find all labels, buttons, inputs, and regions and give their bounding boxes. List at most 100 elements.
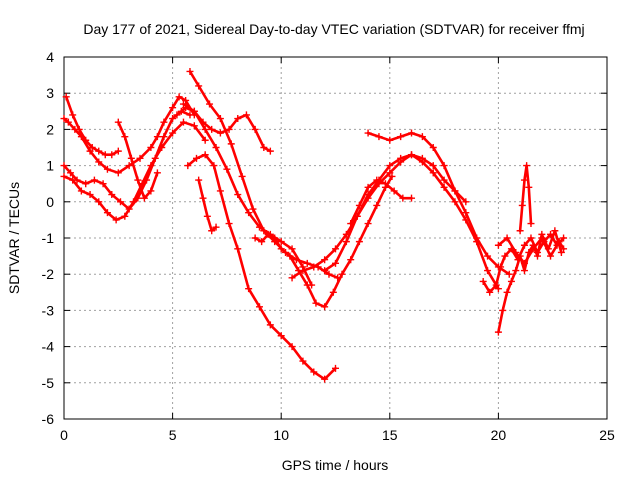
data-point [397,133,405,141]
data-point [147,187,155,195]
data-point [440,176,448,184]
data-point [303,281,311,289]
data-point [364,220,372,228]
data-point [418,158,426,166]
data-point [64,118,72,126]
data-point [60,172,68,180]
data-point [179,100,187,108]
data-point [179,118,187,126]
data-point [82,136,90,144]
data-point [373,176,381,184]
data-point [523,162,531,170]
data-point [386,169,394,177]
data-point [260,144,268,151]
data-point [299,357,307,365]
y-tick-label: 3 [46,85,54,101]
data-point [216,187,224,195]
series-line-track-3 [62,120,207,222]
data-point [75,125,83,133]
data-point [153,169,161,177]
data-point [116,198,124,206]
data-point [397,154,405,162]
data-point [303,259,311,267]
data-point [529,245,537,253]
y-tick-label: -4 [42,339,55,355]
series-line-track-9 [186,153,337,381]
data-point [520,241,528,249]
x-tick-label: 25 [599,427,615,443]
data-point [130,198,138,206]
series-line-track-16 [481,233,565,294]
data-point [429,144,437,151]
data-point [342,238,350,246]
data-point [347,256,355,264]
data-point [494,285,502,293]
data-point [312,299,320,307]
series-line-track-12 [290,153,468,280]
data-point [494,328,502,336]
data-point [160,133,168,141]
data-point [525,183,533,191]
data-point [321,303,329,311]
data-point [255,223,263,231]
y-tick-label: -2 [42,266,55,282]
series-line-track-11 [253,175,394,309]
data-point [538,234,546,242]
data-point [560,234,568,242]
data-point [338,270,346,278]
data-point [286,252,294,260]
data-point [62,93,70,101]
data-point [364,129,372,137]
data-point [223,165,231,173]
data-point [201,151,209,159]
data-point [355,238,363,246]
data-point [277,238,285,246]
data-point [255,303,263,311]
data-point [201,125,209,133]
data-point [199,194,207,202]
data-point [160,118,168,126]
data-point [186,111,194,119]
data-point [125,162,133,170]
grid [64,57,607,419]
series-group [60,67,568,383]
data-point [203,212,211,220]
data-point [114,169,122,177]
data-point [90,176,98,184]
data-point [408,129,416,137]
data-point [364,183,372,191]
data-point [182,96,190,104]
data-point [86,191,94,199]
x-tick-label: 0 [60,427,68,443]
data-point [484,252,492,260]
series-line-track-18 [518,164,533,233]
data-point [121,212,129,220]
data-point [245,285,253,293]
data-point [381,180,389,188]
data-point [516,227,524,235]
data-point [82,180,90,188]
series-line-track-6 [188,70,340,280]
data-point [251,234,259,242]
data-point [190,107,198,115]
data-point [399,194,407,202]
data-point [69,176,77,184]
data-point [271,234,279,242]
data-point [277,332,285,340]
data-point [507,277,515,285]
data-point [321,256,329,264]
data-point [288,245,296,253]
series-line-track-2 [62,110,192,211]
data-point [557,248,565,256]
data-point [321,267,329,275]
data-point [99,180,107,188]
data-point [201,136,209,144]
data-point [60,162,68,170]
data-point [234,191,242,199]
x-tick-label: 15 [382,427,398,443]
data-point [127,154,135,162]
data-point [86,147,94,155]
data-point [227,140,235,148]
data-point [206,100,214,108]
data-point [484,267,492,275]
